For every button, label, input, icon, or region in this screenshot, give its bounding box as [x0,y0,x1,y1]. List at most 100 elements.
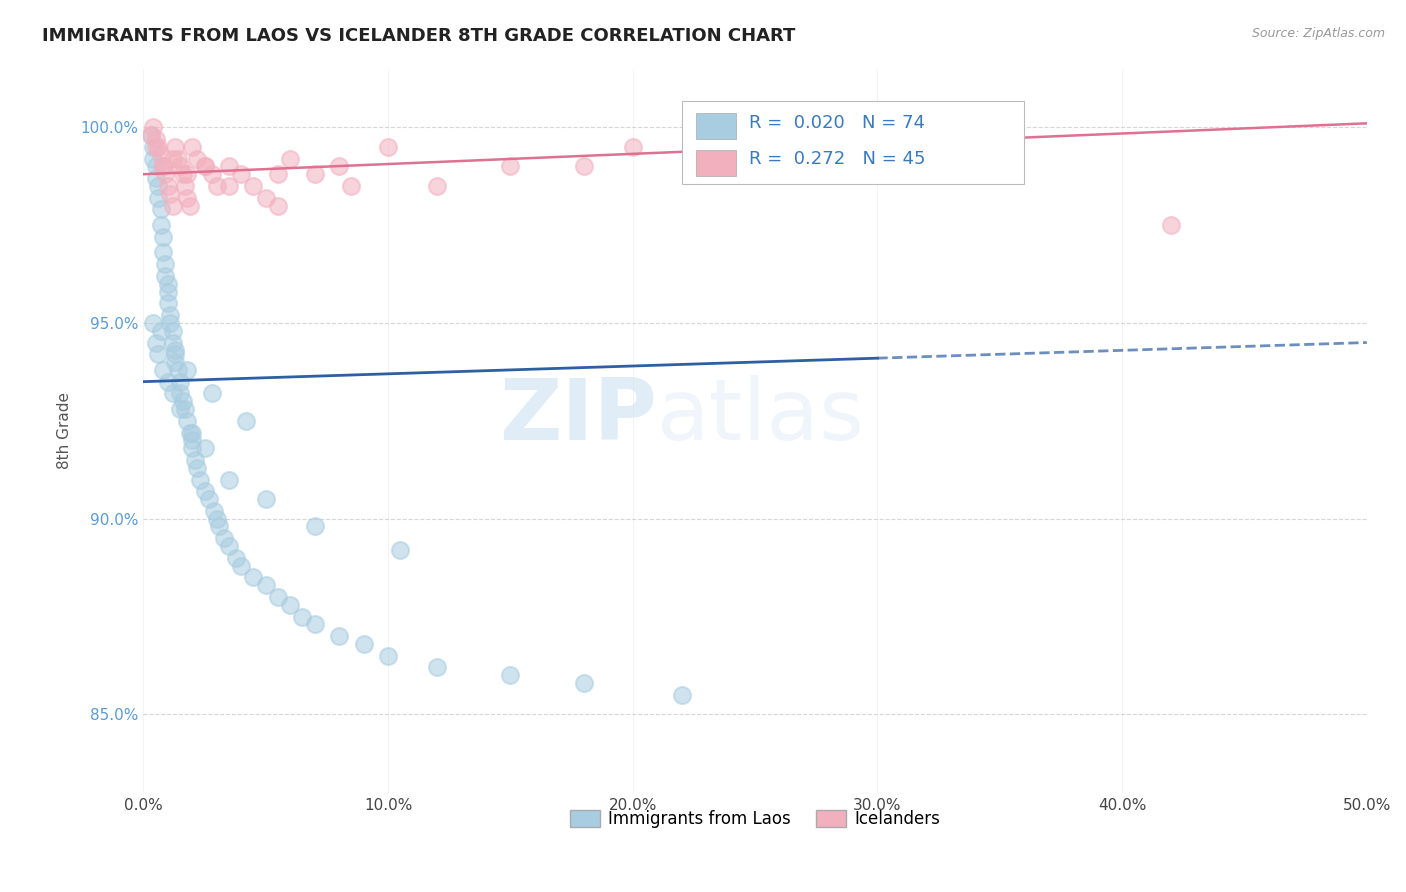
Point [176,414,198,428]
Point [278,598,301,612]
Point [193,160,215,174]
Point [225,550,247,565]
Point [152,245,174,260]
Point [174,402,197,417]
Point [267,167,290,181]
Point [242,570,264,584]
Point [184,453,207,467]
Point [149,218,172,232]
Point [181,425,204,440]
Point [146,347,169,361]
Point [572,160,595,174]
Point [169,375,191,389]
Point [186,460,208,475]
Y-axis label: 8th Grade: 8th Grade [58,392,72,469]
Point [145,171,167,186]
Point [146,191,169,205]
Point [181,441,204,455]
Point [139,128,162,142]
Point [218,539,240,553]
Point [139,128,162,142]
Point [328,629,350,643]
Legend: Immigrants from Laos, Icelanders: Immigrants from Laos, Icelanders [564,804,946,835]
Point [328,160,350,174]
Point [179,425,201,440]
Point [267,590,290,604]
Point [254,578,277,592]
Point [176,363,198,377]
Point [201,386,224,401]
Point [149,324,172,338]
Point [254,191,277,205]
Point [377,140,399,154]
Point [156,277,179,291]
Point [866,140,889,154]
Point [499,160,522,174]
Point [278,152,301,166]
Point [231,167,253,181]
Point [145,140,167,154]
Point [146,140,169,154]
Point [181,140,204,154]
Point [169,160,191,174]
Point [201,167,224,181]
Point [159,186,181,201]
Point [152,363,174,377]
Point [165,140,187,154]
Point [205,178,228,193]
Point [218,473,240,487]
Point [242,178,264,193]
Point [193,441,215,455]
Text: R =  0.272   N = 45: R = 0.272 N = 45 [749,150,925,168]
Point [146,178,169,193]
Point [212,531,235,545]
Point [155,257,177,271]
Point [231,558,253,573]
Text: R =  0.020   N = 74: R = 0.020 N = 74 [749,114,925,132]
Point [193,484,215,499]
Point [198,492,221,507]
Bar [696,113,735,139]
Point [165,347,187,361]
Point [152,230,174,244]
Point [156,178,179,193]
Point [186,152,208,166]
Point [671,688,693,702]
Point [165,355,187,369]
Point [165,343,187,358]
Point [426,660,449,674]
Point [152,160,174,174]
Point [202,504,225,518]
Point [149,147,172,161]
Bar [682,101,1024,185]
Point [176,167,198,181]
Point [145,132,167,146]
Text: IMMIGRANTS FROM LAOS VS ICELANDER 8TH GRADE CORRELATION CHART: IMMIGRANTS FROM LAOS VS ICELANDER 8TH GR… [42,27,796,45]
Point [188,473,211,487]
Point [155,167,177,181]
Point [166,152,188,166]
Point [172,167,194,181]
Point [377,648,399,663]
Point [174,178,197,193]
Point [254,492,277,507]
Point [169,402,191,417]
Text: ZIP: ZIP [499,375,657,458]
Point [149,202,172,217]
Point [426,178,449,193]
Point [152,160,174,174]
Point [172,394,194,409]
Point [353,637,375,651]
Point [340,178,363,193]
Point [162,335,184,350]
Point [156,296,179,310]
Point [193,160,215,174]
Text: Source: ZipAtlas.com: Source: ZipAtlas.com [1251,27,1385,40]
Point [218,178,240,193]
Point [156,375,179,389]
Point [145,160,167,174]
Point [142,120,165,135]
Point [162,198,184,212]
Point [162,386,184,401]
Point [291,609,314,624]
